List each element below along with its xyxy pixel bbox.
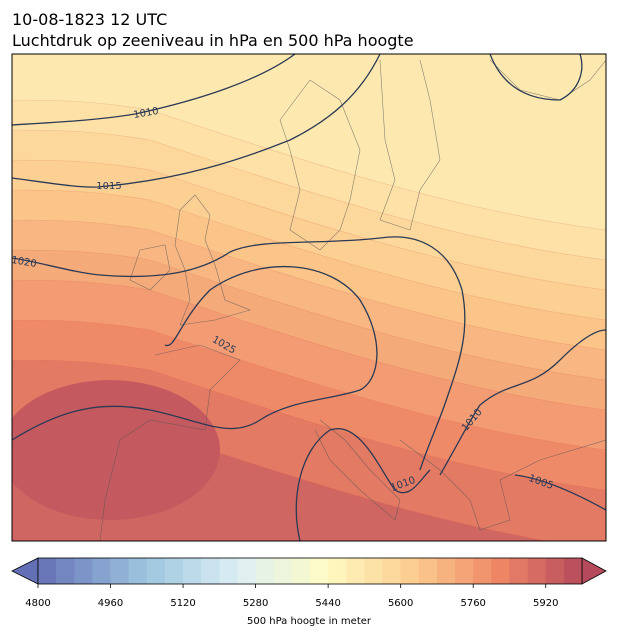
height-fill <box>12 54 606 541</box>
isobars <box>12 54 606 541</box>
colorbar-tick-label: 5440 <box>315 598 340 609</box>
colorbar-bin <box>364 558 383 584</box>
colorbar-tick-label: 5120 <box>170 598 195 609</box>
colorbar-bin <box>38 558 57 584</box>
colorbar-tick-label: 4960 <box>98 598 123 609</box>
map-frame <box>11 53 607 542</box>
colorbar-bin <box>418 558 438 584</box>
colorbar-tick-label: 5760 <box>460 598 485 609</box>
colorbar-bin <box>291 558 311 584</box>
map-title: Luchtdruk op zeeniveau in hPa en 500 hPa… <box>12 31 414 50</box>
colorbar-frame <box>37 557 583 585</box>
colorbar-bin <box>237 558 256 584</box>
band <box>12 54 606 231</box>
isobar-label: 1020 <box>10 255 37 270</box>
colorbar-bin <box>509 558 528 584</box>
colorbar-tick-label: 5280 <box>243 598 268 609</box>
colorbar-extend-low <box>11 557 39 585</box>
colorbar-bin <box>92 558 111 584</box>
isobar-label: 1015 <box>96 181 121 192</box>
colorbar-bin <box>527 558 547 584</box>
colorbar-bin <box>563 558 583 584</box>
colorbar-bin <box>328 558 347 584</box>
colorbar-bin <box>219 558 238 584</box>
colorbar-bin <box>473 558 492 584</box>
band <box>12 380 220 520</box>
colorbar: 4800 4960 5120 5280 5440 5600 5760 5920 500 hPa … <box>11 557 607 627</box>
colorbar-tick-label: 4800 <box>25 598 50 609</box>
colorbar-bin <box>273 558 293 584</box>
colorbar-bin <box>436 558 456 584</box>
colorbar-bin <box>74 558 93 584</box>
colorbar-bin <box>400 558 420 584</box>
colorbar-tick-label: 5600 <box>388 598 413 609</box>
colorbar-bin <box>201 558 220 584</box>
colorbar-bin <box>110 558 129 584</box>
isobar-label: 1010 <box>133 106 160 121</box>
colorbar-bin <box>491 558 510 584</box>
colorbar-bin <box>146 558 166 584</box>
colorbar-bin <box>128 558 148 584</box>
colorbar-bin <box>455 558 474 584</box>
colorbar-label: 500 hPa hoogte in meter <box>247 616 372 627</box>
colorbar-bin <box>183 558 202 584</box>
colorbar-bin <box>545 558 565 584</box>
coastlines <box>99 59 606 541</box>
colorbar-extend-high <box>581 557 607 585</box>
colorbar-bin <box>382 558 401 584</box>
colorbar-bin <box>346 558 365 584</box>
colorbar-tick-label: 5920 <box>533 598 558 609</box>
date: 10-08-1823 12 UTC <box>12 10 167 29</box>
colorbar-bin <box>255 558 275 584</box>
colorbar-bin <box>310 558 329 584</box>
colorbar-bin <box>164 558 184 584</box>
colorbar-bin <box>56 558 75 584</box>
